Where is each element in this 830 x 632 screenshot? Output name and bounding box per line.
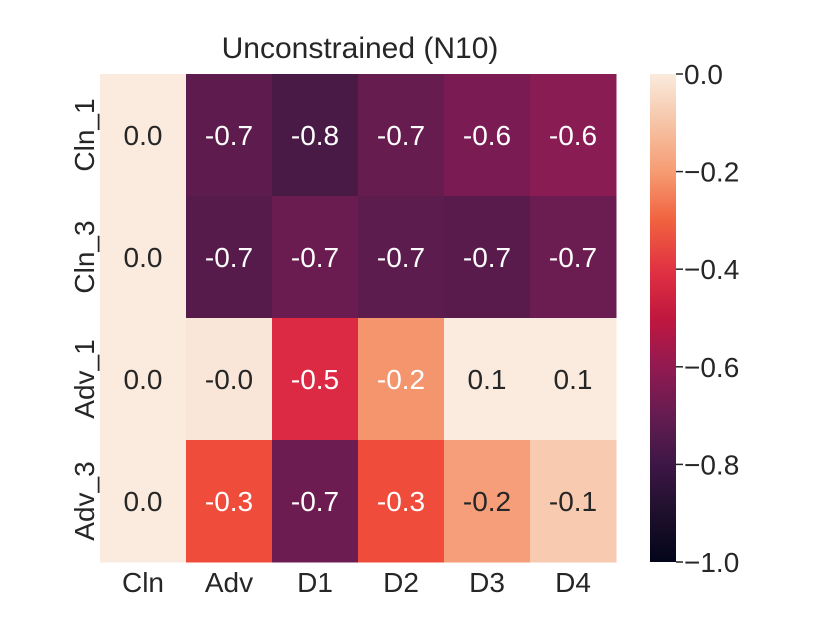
heatmap-cell-r2-c2 xyxy=(272,318,359,441)
cell-value-label: 0.0 xyxy=(124,486,163,517)
x-tick-label: Cln xyxy=(122,567,164,598)
x-axis-tick-labels: Cln Adv D1 D2 D3 D4 xyxy=(122,567,591,598)
heatmap-cell-r1-c3 xyxy=(358,196,445,319)
cell-value-label: -0.7 xyxy=(291,486,339,517)
cell-value-label: -0.7 xyxy=(205,242,253,273)
x-tick-label: D1 xyxy=(297,567,333,598)
cell-value-label: -0.2 xyxy=(463,486,511,517)
heatmap-cell-r0-c3 xyxy=(358,74,445,197)
cell-value-label: -0.0 xyxy=(205,364,253,395)
cell-value-label: 0.0 xyxy=(124,242,163,273)
heatmap-cell-r3-c3 xyxy=(358,440,445,563)
cell-value-label: -0.7 xyxy=(205,120,253,151)
cell-value-label: 0.1 xyxy=(468,364,507,395)
heatmap-cell-r1-c2 xyxy=(272,196,359,319)
heatmap-cell-r1-c5 xyxy=(530,196,617,319)
cell-value-label: -0.1 xyxy=(549,486,597,517)
heatmap-cell-r1-c0 xyxy=(100,196,187,319)
colorbar-tick-label: −1.0 xyxy=(684,547,739,578)
cell-value-label: -0.6 xyxy=(549,120,597,151)
heatmap-cells xyxy=(100,74,617,563)
heatmap-cell-r2-c0 xyxy=(100,318,187,441)
heatmap-cell-r3-c4 xyxy=(444,440,531,563)
y-tick-label: Cln_3 xyxy=(69,220,100,293)
heatmap-cell-r0-c0 xyxy=(100,74,187,197)
colorbar-tick-label: −0.2 xyxy=(684,157,739,188)
heatmap-cell-r2-c5 xyxy=(530,318,617,441)
heatmap-cell-r2-c1 xyxy=(186,318,273,441)
x-tick-label: D4 xyxy=(555,567,591,598)
heatmap-cell-r3-c0 xyxy=(100,440,187,563)
cell-value-label: -0.3 xyxy=(377,486,425,517)
colorbar-tick-label: 0.0 xyxy=(684,59,723,90)
cell-value-label: 0.0 xyxy=(124,364,163,395)
y-axis-tick-labels: Cln_1 Cln_3 Adv_1 Adv_3 xyxy=(69,98,100,540)
cell-value-label: -0.2 xyxy=(377,364,425,395)
cell-value-label: -0.8 xyxy=(291,120,339,151)
cell-value-label: -0.6 xyxy=(463,120,511,151)
heatmap-cell-labels: 0.0 -0.7 -0.8 -0.7 -0.6 -0.6 0.0 -0.7 -0.7 -0.7 -0… xyxy=(124,120,598,517)
heatmap-cell-r1-c1 xyxy=(186,196,273,319)
cell-value-label: -0.5 xyxy=(291,364,339,395)
x-tick-label: D3 xyxy=(469,567,505,598)
heatmap-cell-r0-c5 xyxy=(530,74,617,197)
cell-value-label: 0.0 xyxy=(124,120,163,151)
chart-title: Unconstrained (N10) xyxy=(222,32,499,65)
y-tick-label: Cln_1 xyxy=(69,98,100,171)
cell-value-label: -0.7 xyxy=(291,242,339,273)
x-tick-label: D2 xyxy=(383,567,419,598)
heatmap-cell-r0-c2 xyxy=(272,74,359,197)
cell-value-label: 0.1 xyxy=(554,364,593,395)
heatmap-cell-r2-c4 xyxy=(444,318,531,441)
cell-value-label: -0.7 xyxy=(463,242,511,273)
heatmap-cell-r0-c1 xyxy=(186,74,273,197)
colorbar-tick-label: −0.8 xyxy=(684,449,739,480)
heatmap-cell-r0-c4 xyxy=(444,74,531,197)
colorbar: 0.0 −0.2 −0.4 −0.6 −0.8 −1.0 xyxy=(650,59,739,578)
heatmap-cell-r2-c3 xyxy=(358,318,445,441)
cell-value-label: -0.7 xyxy=(549,242,597,273)
cell-value-label: -0.3 xyxy=(205,486,253,517)
colorbar-tick-label: −0.6 xyxy=(684,352,739,383)
heatmap-cell-r3-c1 xyxy=(186,440,273,563)
heatmap-cell-r1-c4 xyxy=(444,196,531,319)
cell-value-label: -0.7 xyxy=(377,242,425,273)
colorbar-tick-label: −0.4 xyxy=(684,254,739,285)
x-tick-label: Adv xyxy=(205,567,253,598)
heatmap-cell-r3-c5 xyxy=(530,440,617,563)
y-tick-label: Adv_1 xyxy=(69,339,100,418)
colorbar-gradient xyxy=(650,74,676,562)
heatmap-cell-r3-c2 xyxy=(272,440,359,563)
cell-value-label: -0.7 xyxy=(377,120,425,151)
y-tick-label: Adv_3 xyxy=(69,461,100,540)
